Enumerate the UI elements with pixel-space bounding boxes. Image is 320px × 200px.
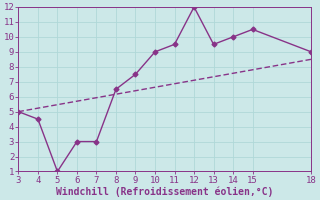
X-axis label: Windchill (Refroidissement éolien,°C): Windchill (Refroidissement éolien,°C)	[56, 186, 274, 197]
